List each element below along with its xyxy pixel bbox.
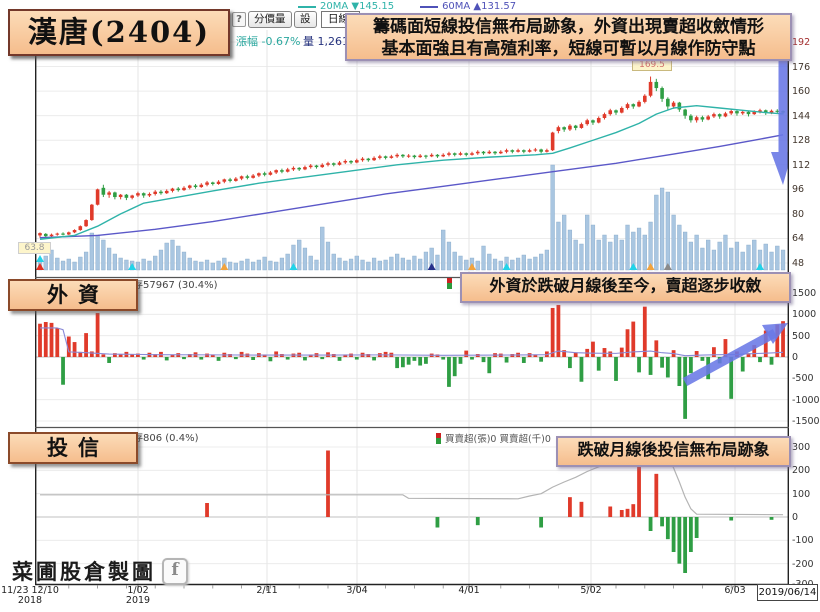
investment-trust-panel-label: 投信 bbox=[8, 432, 138, 464]
date-tick-label: 4/01 bbox=[458, 586, 479, 596]
date-tick-year: 2018 bbox=[17, 595, 43, 606]
top-annotation-box: 籌碼面短線投信無布局跡象，外資出現賣超收斂情形 基本面強且有高殖利率，短線可暫以… bbox=[345, 13, 792, 61]
ma-line-swatch bbox=[420, 5, 439, 8]
axis-tick-label: -100 bbox=[792, 535, 814, 547]
top-annotation-line1: 籌碼面短線投信無布局跡象，外資出現賣超收斂情形 bbox=[373, 17, 764, 36]
axis-tick-label: 160 bbox=[792, 86, 811, 98]
foreign-investors-panel-label: 外資 bbox=[8, 279, 138, 311]
trust-inventory-label: 庫存806 (0.4%) bbox=[123, 433, 199, 444]
buy-sell-legend-icon bbox=[447, 278, 452, 289]
axis-tick-label: 1000 bbox=[792, 309, 817, 321]
axis-tick-label: 176 bbox=[792, 61, 811, 73]
volume-markers bbox=[36, 255, 764, 270]
foreign-bars bbox=[38, 304, 785, 419]
trust-legend: 買賣超(張)0 買賣超(千)0 bbox=[436, 431, 551, 445]
ma-lines bbox=[39, 105, 784, 240]
axis-tick-label: 300 bbox=[792, 442, 811, 453]
axis-tick-label: 48 bbox=[792, 258, 805, 270]
date-tick-label: 3/04 bbox=[346, 586, 367, 596]
date-tick-month: 11/23 12/10 bbox=[1, 585, 59, 596]
axis-tick-label: 500 bbox=[792, 330, 811, 342]
ma-line-swatch bbox=[298, 5, 316, 8]
axis-tick-label: -500 bbox=[792, 373, 814, 385]
date-tick-label: 1/02 2019 bbox=[126, 586, 150, 606]
date-tick-month: 1/02 bbox=[127, 585, 149, 596]
axis-tick-label: -1500 bbox=[792, 416, 820, 427]
date-tick-month: 4/01 bbox=[458, 585, 480, 596]
low-price-flag: 63.8 bbox=[18, 242, 51, 254]
watermark-text: 菜圃股倉製圖 bbox=[12, 559, 156, 584]
trust-annotation-box: 跌破月線後投信無布局跡象 bbox=[556, 436, 791, 467]
axis-tick-label: 64 bbox=[792, 233, 805, 245]
gridlines bbox=[36, 30, 788, 584]
facebook-icon[interactable]: f bbox=[162, 557, 188, 585]
date-tick-label: 2/11 bbox=[256, 586, 277, 596]
buy-sell-legend-icon bbox=[436, 432, 441, 444]
axis-tick-label: 80 bbox=[792, 208, 805, 220]
axis-tick-label: 112 bbox=[792, 159, 811, 171]
axis-tick-label: 100 bbox=[792, 488, 811, 500]
date-tick-month: 6/03 bbox=[724, 585, 746, 596]
axis-tick-label: 192 bbox=[792, 37, 811, 48]
axis-tick-label: -1000 bbox=[792, 394, 820, 406]
axis-tick-label: 1500 bbox=[792, 288, 817, 299]
ma-legend-label: 60MA ▲131.57 bbox=[442, 1, 517, 12]
ma-legend-item: 20MA ▼145.15 bbox=[298, 1, 394, 12]
volume-bars bbox=[37, 164, 786, 271]
watermark: 菜圃股倉製圖 f bbox=[12, 556, 188, 586]
help-button[interactable]: ? bbox=[232, 12, 246, 27]
axis-tick-label: 0 bbox=[792, 352, 799, 363]
date-tick-year: 2019 bbox=[125, 595, 151, 606]
foreign-annotation-box: 外資於跌破月線後至今，賣超逐步收斂 bbox=[460, 272, 791, 303]
axis-tick-label: 144 bbox=[792, 110, 811, 122]
candles bbox=[38, 76, 785, 239]
stock-chart-canvas bbox=[35, 30, 789, 591]
axis-tick-label: -200 bbox=[792, 558, 814, 570]
ma-legend: 20MA ▼145.15 60MA ▲131.57 bbox=[298, 1, 516, 12]
axis-tick-label: 200 bbox=[792, 465, 811, 477]
panel-borders bbox=[35, 30, 789, 591]
date-tick-label: 6/03 bbox=[724, 586, 745, 596]
last-date-box: 2019/06/14 bbox=[757, 584, 818, 601]
top-annotation-line2: 基本面強且有高殖利率，短線可暫以月線作防守點 bbox=[381, 39, 756, 58]
arrow-annotations bbox=[682, 60, 789, 386]
ma-legend-item: 60MA ▲131.57 bbox=[420, 1, 516, 12]
stock-title: 漢唐(2404) bbox=[8, 9, 230, 56]
settings-button[interactable]: 設 bbox=[294, 11, 317, 28]
axis-tick-label: 128 bbox=[792, 135, 811, 147]
foreign-inventory-label: 庫存57967 (30.4%) bbox=[123, 280, 218, 291]
ma-legend-label: 20MA ▼145.15 bbox=[320, 1, 395, 12]
date-tick-month: 2/11 bbox=[256, 585, 278, 596]
date-tick-label: 5/02 bbox=[580, 586, 601, 596]
axis-tick-label: 96 bbox=[792, 184, 805, 196]
trust-bars bbox=[40, 448, 784, 573]
price-volume-button[interactable]: 分價量 bbox=[248, 11, 292, 28]
date-tick-label: 11/23 12/10 2018 bbox=[1, 586, 59, 606]
date-tick-month: 5/02 bbox=[580, 585, 602, 596]
trust-legend-label: 買賣超(張)0 買賣超(千)0 bbox=[445, 434, 551, 445]
axis-tick-label: 0 bbox=[792, 512, 799, 523]
date-tick-month: 3/04 bbox=[346, 585, 368, 596]
price-change-label: 漲幅 -0.67% bbox=[236, 35, 301, 48]
day-volume-label: 量 1,261 bbox=[303, 35, 349, 48]
